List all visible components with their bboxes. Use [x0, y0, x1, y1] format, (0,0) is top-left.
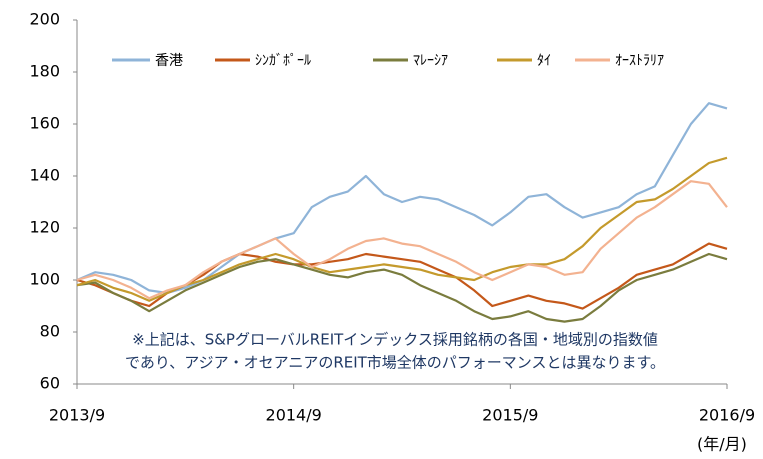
y-tick-label: 120 [29, 218, 60, 237]
x-tick-label: 2014/9 [266, 406, 322, 425]
legend-label: 香港 [155, 53, 183, 69]
y-tick-label: 180 [29, 62, 60, 81]
y-tick-label: 140 [29, 166, 60, 185]
legend-label: ﾏﾚｰｼｱ [413, 53, 448, 69]
y-tick-label: 100 [29, 270, 60, 289]
note: ※上記は、S&PグローバルREITインデックス採用銘柄の各国・地域別の指数値 [132, 331, 658, 349]
y-tick-label: 200 [29, 10, 60, 29]
series-line [76, 102, 728, 295]
y-tick-label: 80 [40, 322, 60, 341]
note: であり、アジア・オセアニアのREIT市場全体のパフォーマンスとは異なります。 [125, 354, 665, 372]
x-axis-label: (年/月) [697, 435, 747, 454]
legend-label: ﾀｲ [537, 53, 551, 69]
series-line [76, 180, 728, 300]
y-tick-label: 60 [40, 374, 60, 393]
x-tick-label: 2015/9 [482, 406, 538, 425]
x-tick-label: 2013/9 [49, 406, 105, 425]
legend-label: ｼﾝｶﾞﾎﾟｰﾙ [255, 53, 311, 69]
legend-label: ｵｰｽﾄﾗﾘｱ [615, 53, 664, 69]
x-tick-label: 2016/9 [699, 406, 755, 425]
series-line [76, 252, 728, 323]
y-tick-label: 160 [29, 114, 60, 133]
series-line [76, 242, 728, 310]
